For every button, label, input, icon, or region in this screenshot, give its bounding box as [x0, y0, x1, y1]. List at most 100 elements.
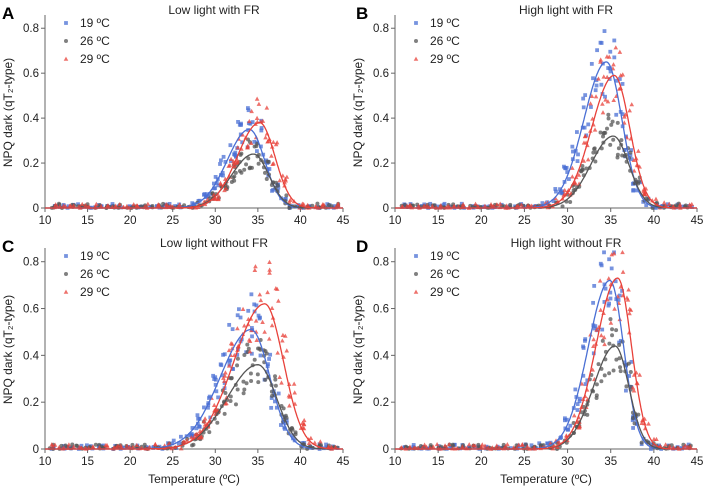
- legend-marker: [414, 21, 418, 25]
- data-point: [602, 341, 607, 347]
- y-tick-label: 0.6: [373, 68, 389, 80]
- data-point: [239, 151, 244, 156]
- data-point: [603, 286, 608, 291]
- data-point: [604, 54, 610, 59]
- data-point: [265, 159, 270, 164]
- data-point: [74, 443, 79, 448]
- data-point: [623, 112, 628, 117]
- data-point: [686, 442, 691, 447]
- data-point: [242, 387, 247, 392]
- data-point: [602, 373, 607, 378]
- data-point: [267, 259, 272, 265]
- data-point: [223, 370, 228, 375]
- data-point: [308, 435, 314, 440]
- data-point: [562, 164, 566, 169]
- data-point: [628, 153, 633, 158]
- data-point: [602, 250, 606, 255]
- fit-curve-29: [395, 74, 697, 209]
- data-point: [237, 169, 242, 174]
- data-point: [563, 416, 567, 421]
- panel-a: A Low light with FR NPQ dark (qT₂-type) 0 0.…: [1, 3, 349, 227]
- data-point: [289, 426, 294, 431]
- y-tick-label: 0: [383, 203, 389, 215]
- data-point: [301, 421, 307, 426]
- data-point: [601, 134, 606, 139]
- data-point: [590, 367, 595, 372]
- data-point: [256, 101, 262, 106]
- data-point: [609, 266, 614, 271]
- data-point: [305, 202, 311, 207]
- data-point: [244, 162, 249, 167]
- panel-b: B High light with FR NPQ dark (qT₂-type) 0 0…: [351, 3, 703, 227]
- data-point: [94, 201, 99, 206]
- data-point: [148, 204, 153, 209]
- data-point: [130, 442, 135, 447]
- x-tick-label: 15: [432, 456, 445, 468]
- data-point: [573, 387, 578, 392]
- data-point: [581, 105, 586, 110]
- data-point: [580, 396, 586, 401]
- data-point: [273, 377, 278, 382]
- data-point: [529, 443, 534, 448]
- data-point: [610, 119, 615, 124]
- data-point: [274, 286, 280, 291]
- data-point: [593, 324, 598, 329]
- data-point: [644, 203, 649, 208]
- data-point: [213, 377, 218, 382]
- data-point: [110, 202, 115, 206]
- data-point: [269, 323, 275, 328]
- data-point: [207, 394, 212, 399]
- data-point: [219, 173, 223, 177]
- data-point: [613, 45, 619, 50]
- data-point: [156, 202, 161, 207]
- data-point: [494, 443, 500, 448]
- legend-item: 29 ºC: [413, 285, 460, 299]
- data-point: [591, 76, 595, 81]
- data-point: [594, 396, 599, 401]
- y-tick-label: 0.2: [23, 397, 39, 409]
- data-point: [629, 148, 634, 152]
- data-point: [599, 82, 604, 87]
- data-point: [508, 446, 513, 450]
- data-point: [287, 403, 292, 408]
- data-point: [246, 106, 250, 110]
- data-point: [240, 306, 246, 311]
- data-point: [466, 442, 472, 447]
- data-point: [618, 369, 623, 374]
- data-point: [620, 82, 625, 86]
- data-point: [76, 202, 80, 207]
- data-point: [585, 157, 591, 162]
- data-point: [231, 175, 236, 180]
- data-point: [600, 327, 605, 332]
- data-point: [611, 137, 616, 142]
- legend-label: 19 ºC: [430, 249, 460, 263]
- data-point: [615, 152, 620, 157]
- data-point: [596, 76, 601, 81]
- data-point: [235, 145, 241, 150]
- data-point: [255, 372, 260, 377]
- data-point: [430, 203, 435, 208]
- data-point: [269, 396, 274, 400]
- data-point: [459, 201, 464, 206]
- data-point: [246, 108, 251, 113]
- data-point: [612, 306, 617, 311]
- data-point: [614, 357, 619, 362]
- data-point: [284, 418, 289, 423]
- data-point: [259, 126, 264, 130]
- data-point: [607, 341, 612, 346]
- legend-marker: [413, 289, 419, 294]
- legend-label: 26 ºC: [80, 267, 110, 281]
- data-point: [592, 326, 597, 331]
- series-26-points: [399, 317, 693, 451]
- data-point: [627, 108, 632, 113]
- data-point: [540, 201, 545, 205]
- y-axis-label: NPQ dark (qT₂-type): [1, 295, 15, 404]
- data-point: [324, 442, 328, 447]
- legend-item: 19 ºC: [64, 16, 110, 30]
- data-point: [276, 391, 281, 396]
- data-point: [188, 433, 192, 437]
- y-axis-label: NPQ dark (qT₂-type): [1, 58, 15, 167]
- data-point: [269, 405, 274, 410]
- data-point: [274, 180, 279, 185]
